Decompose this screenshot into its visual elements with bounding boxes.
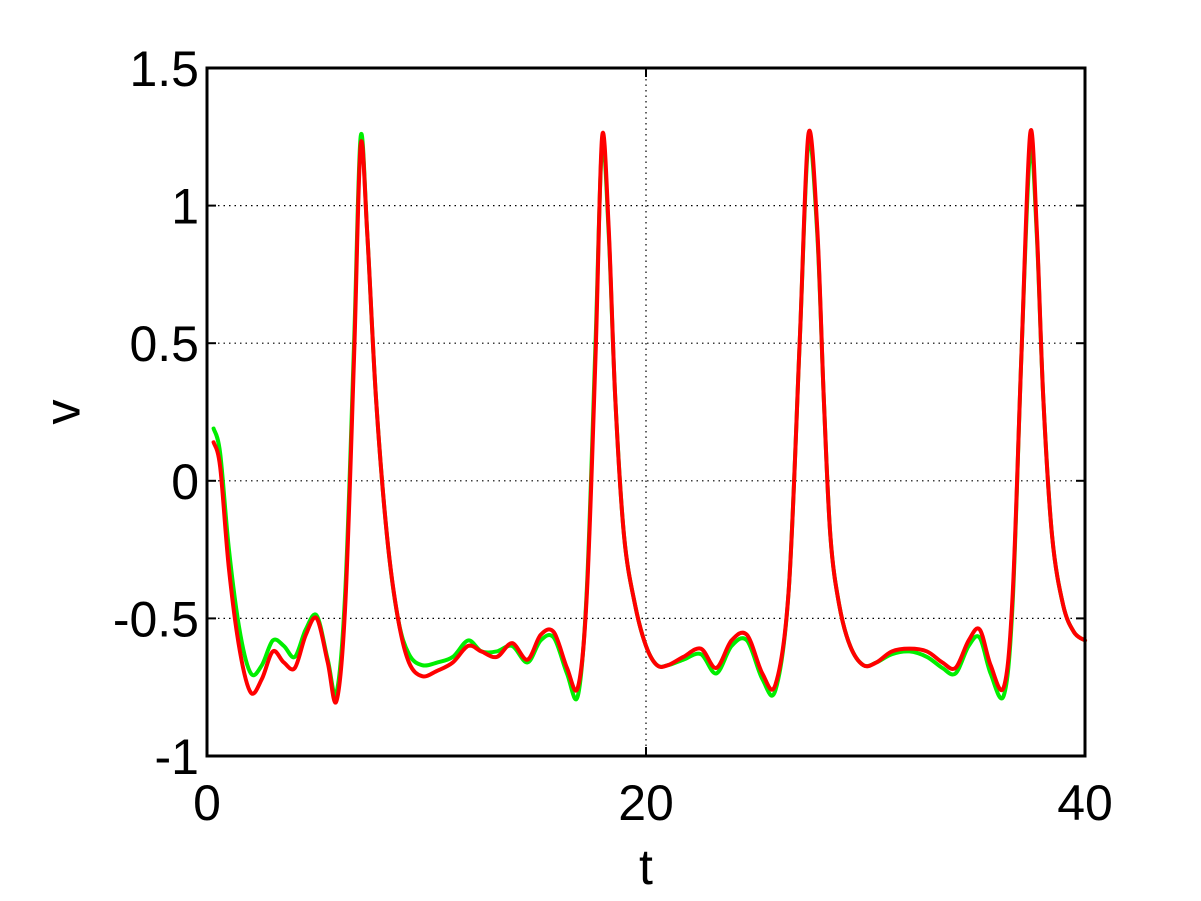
plot-frame — [205, 66, 1087, 758]
x-tick-label: 20 — [618, 775, 674, 831]
grid-layer — [207, 68, 1085, 756]
y-axis-label: v — [35, 400, 91, 425]
series-line-2 — [211, 128, 1087, 705]
y-tick-label: 0 — [171, 454, 199, 510]
x-tick-label: 0 — [193, 775, 221, 831]
x-axis-label: t — [639, 839, 653, 895]
y-tick-label: 1 — [171, 179, 199, 235]
tick-layer: -1 -0.5 0 0.5 1 1.5 0 20 40 — [113, 41, 1113, 831]
series-layer — [211, 128, 1087, 705]
y-tick-label: -1 — [155, 729, 199, 785]
y-tick-label: -0.5 — [113, 591, 199, 647]
y-tick-label: 0.5 — [129, 316, 199, 372]
y-tick-label: 1.5 — [129, 41, 199, 97]
x-tick-label: 40 — [1057, 775, 1113, 831]
